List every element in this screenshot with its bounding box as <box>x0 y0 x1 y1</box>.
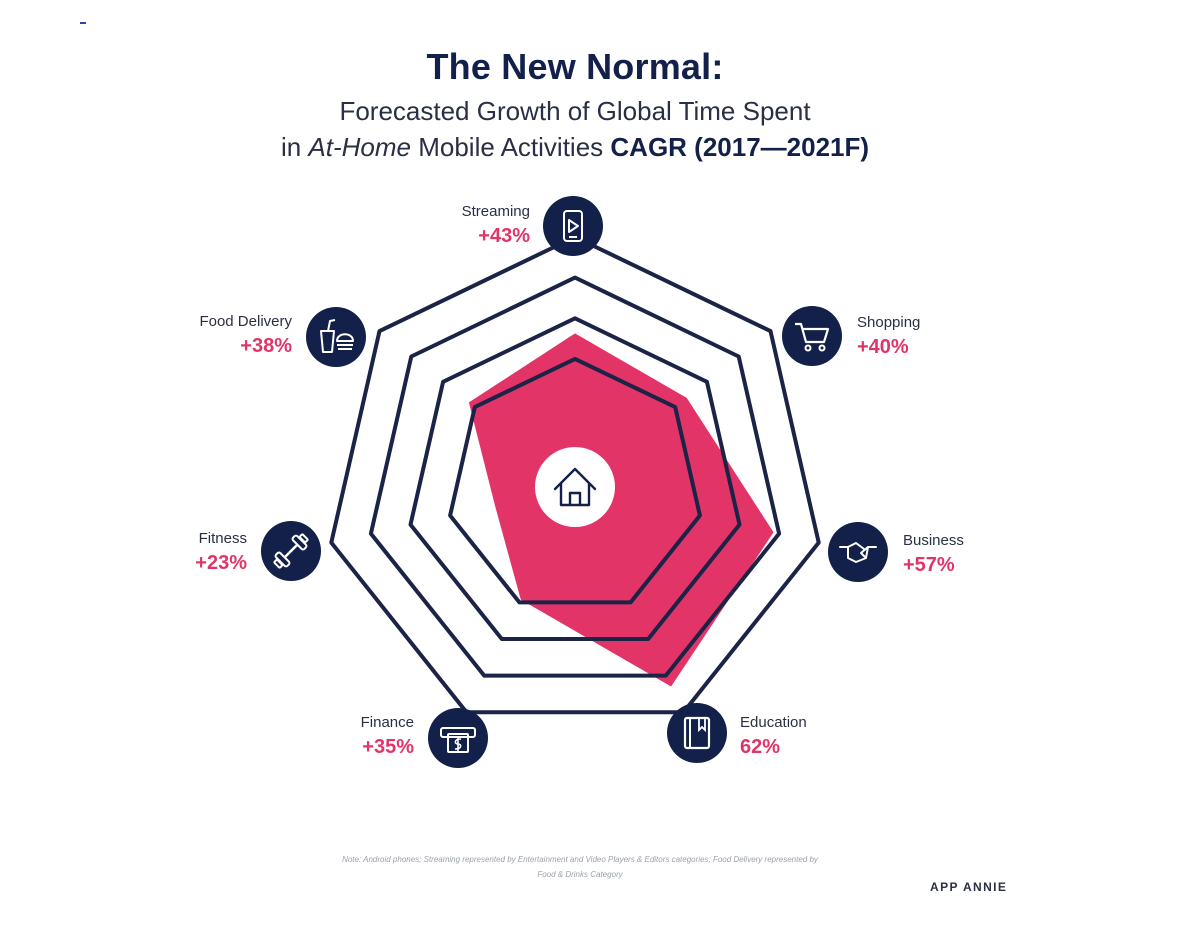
chart-subtitle-line2: in At-Home Mobile Activities CAGR (2017—… <box>0 132 1150 163</box>
corner-mark <box>80 22 86 24</box>
subtitle-middle: Mobile Activities <box>410 132 611 162</box>
chart-title: The New Normal: <box>426 46 724 87</box>
value-label-fitness: +23% <box>195 552 247 574</box>
category-label-business: Business <box>903 532 964 549</box>
book-icon <box>667 703 727 763</box>
grid-ring-3 <box>368 275 782 678</box>
dumbbell-icon <box>261 521 321 581</box>
subtitle-italic: At-Home <box>308 132 411 162</box>
category-label-fitness: Fitness <box>199 530 247 547</box>
home-icon <box>535 447 615 527</box>
subtitle-prefix: in <box>280 132 309 162</box>
subtitle-bold: CAGR (2017—2021F) <box>610 132 870 162</box>
chart-subtitle-line1: Forecasted Growth of Global Time Spent <box>339 96 811 126</box>
grid-ring-2 <box>408 316 742 641</box>
food-drink-icon <box>306 307 366 367</box>
value-label-finance: +35% <box>362 736 414 758</box>
category-label-education: Education <box>740 714 807 731</box>
brand-logo-text: APP ANNIE <box>930 880 1008 894</box>
video-phone-icon <box>543 196 603 256</box>
category-label-finance: Finance <box>361 714 414 731</box>
value-label-business: +57% <box>903 554 955 576</box>
value-label-food-delivery: +38% <box>240 335 292 357</box>
value-label-education: 62% <box>740 736 780 758</box>
series-area <box>468 333 774 687</box>
category-label-food-delivery: Food Delivery <box>199 313 292 330</box>
category-label-streaming: Streaming <box>462 203 530 220</box>
footnote: Note: Android phones; Streaming represen… <box>342 855 818 879</box>
value-label-streaming: +43% <box>478 225 530 247</box>
handshake-icon <box>828 522 888 582</box>
value-label-shopping: +40% <box>857 336 909 358</box>
grid-ring-4 <box>329 235 821 715</box>
atm-cash-icon <box>428 708 488 768</box>
category-label-shopping: Shopping <box>857 314 920 331</box>
grid-ring-1 <box>448 356 702 605</box>
shopping-cart-icon <box>782 306 842 366</box>
